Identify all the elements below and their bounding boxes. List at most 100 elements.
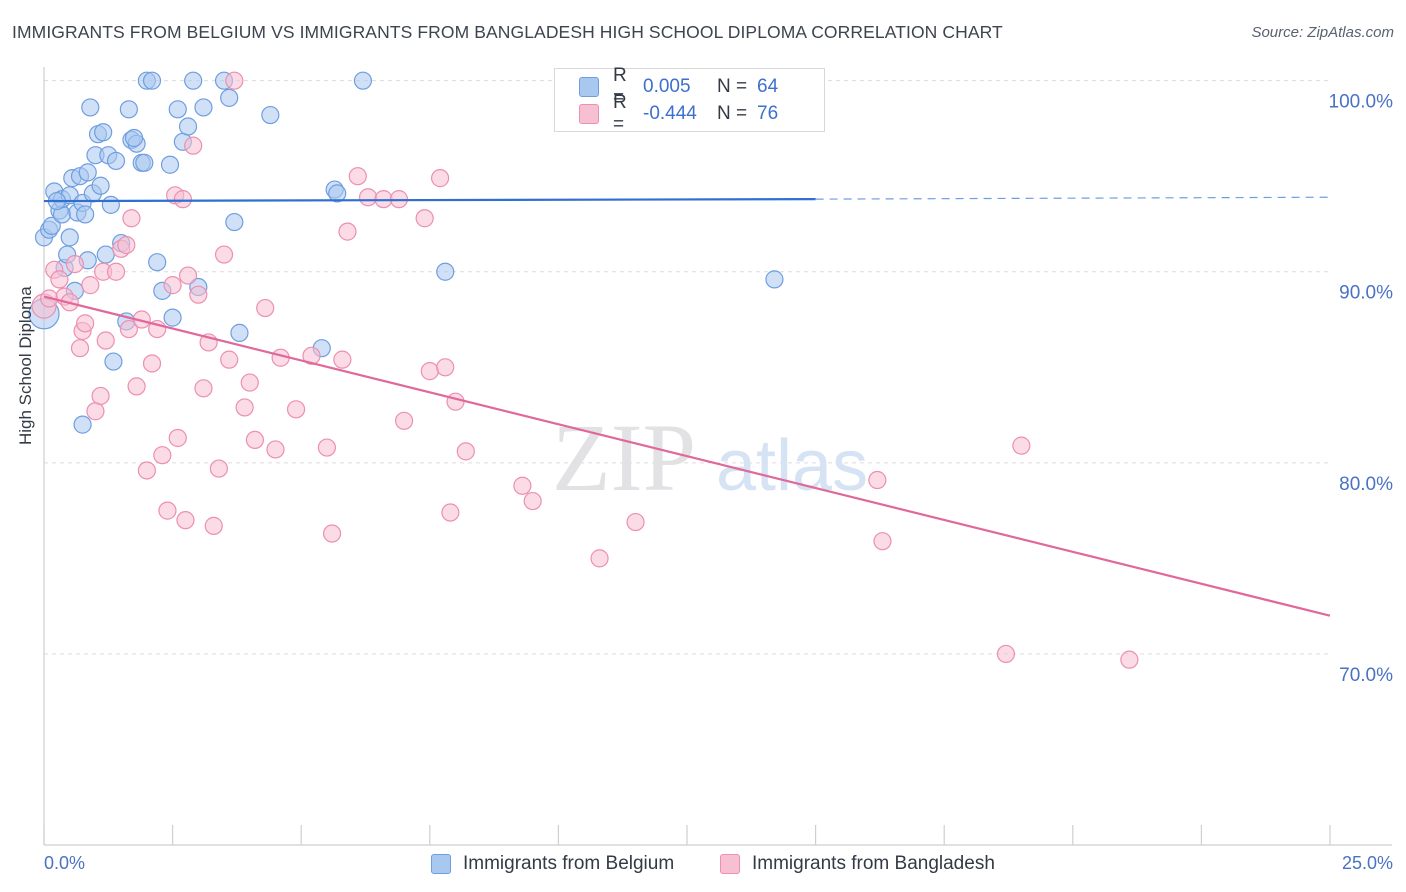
- belgium-trend-line: [43, 198, 816, 203]
- belgium-trend-extension: [815, 196, 1331, 200]
- bangladesh-point: [96, 331, 115, 350]
- belgium-point: [765, 270, 784, 289]
- belgium-point: [353, 71, 373, 90]
- belgium-point: [73, 415, 92, 434]
- bangladesh-point: [70, 339, 90, 358]
- bangladesh-point: [163, 276, 182, 295]
- belgium-point: [101, 195, 120, 214]
- legend-row-bangladesh: R = -0.444 N = 76: [579, 92, 779, 135]
- belgium-point: [225, 212, 244, 232]
- r-value: 0.005: [643, 76, 691, 97]
- bangladesh-point: [513, 476, 532, 495]
- belgium-point: [194, 98, 213, 117]
- belgium-point: [106, 151, 126, 171]
- bangladesh-point: [266, 440, 285, 459]
- belgium-point: [184, 71, 203, 90]
- y-tick-labels: 100.0% 90.0% 80.0% 70.0%: [1329, 92, 1394, 686]
- bangladesh-point: [436, 358, 455, 377]
- bangladesh-point: [415, 209, 434, 228]
- bangladesh-point: [456, 442, 475, 461]
- legend-row-belgium: R = 0.005 N = 64: [579, 65, 779, 108]
- belgium-point: [163, 308, 182, 327]
- bangladesh-point: [178, 266, 198, 285]
- bangladesh-swatch: [720, 854, 740, 874]
- bangladesh-point: [348, 167, 367, 186]
- belgium-point: [142, 71, 162, 90]
- stats-legend: R = 0.005 N = 64 R = -0.444 N = 76: [554, 65, 825, 135]
- belgium-swatch: [431, 854, 451, 874]
- bangladesh-point: [76, 314, 95, 333]
- bangladesh-point: [868, 470, 887, 490]
- belgium-points: [28, 71, 784, 434]
- bangladesh-point: [1120, 650, 1139, 669]
- bangladesh-point: [626, 512, 645, 532]
- belgium-point: [42, 216, 61, 235]
- bangladesh-point: [338, 222, 357, 241]
- bangladesh-point: [430, 169, 450, 188]
- belgium-point: [81, 98, 100, 117]
- belgium-point: [168, 100, 187, 119]
- legend-item-belgium[interactable]: Immigrants from Belgium: [431, 852, 674, 876]
- belgium-point: [261, 105, 280, 125]
- belgium-point: [328, 184, 347, 203]
- x-tick-labels: 0.0% 25.0%: [44, 853, 1393, 873]
- y-tick-label: 80.0%: [1339, 474, 1393, 495]
- legend-item-bangladesh[interactable]: Immigrants from Bangladesh: [720, 852, 995, 876]
- n-value: 76: [757, 103, 779, 124]
- bangladesh-point: [256, 298, 275, 318]
- bangladesh-point: [240, 373, 259, 392]
- belgium-point: [148, 253, 167, 272]
- belgium-point: [96, 245, 115, 264]
- bangladesh-point: [302, 346, 321, 365]
- y-tick-label: 70.0%: [1339, 665, 1393, 686]
- y-tick-label: 100.0%: [1329, 92, 1394, 113]
- bangladesh-point: [65, 255, 84, 274]
- bangladesh-point: [117, 235, 136, 255]
- bangladesh-point: [91, 386, 110, 406]
- bangladesh-point: [119, 319, 138, 339]
- n-value: 64: [757, 76, 779, 97]
- bangladesh-point: [394, 411, 414, 430]
- bangladesh-point: [81, 276, 100, 295]
- bangladesh-point: [220, 350, 239, 369]
- chart-title: IMMIGRANTS FROM BELGIUM VS IMMIGRANTS FR…: [12, 22, 1003, 42]
- bangladesh-point: [214, 245, 234, 264]
- belgium-point: [124, 128, 144, 148]
- watermark-atlas: atlas: [716, 426, 868, 506]
- trend-lines: [43, 196, 1331, 617]
- bangladesh-point: [441, 503, 460, 522]
- bangladesh-point: [204, 516, 223, 535]
- bangladesh-point: [86, 402, 105, 421]
- belgium-point: [104, 352, 123, 371]
- bangladesh-point: [158, 501, 177, 520]
- bangladesh-point: [245, 430, 265, 450]
- bangladesh-point: [122, 209, 141, 228]
- x-tick-label: 0.0%: [44, 853, 85, 873]
- bangladesh-point: [189, 285, 208, 304]
- n-label: N =: [717, 103, 748, 124]
- bangladesh-point: [358, 188, 378, 207]
- belgium-point: [160, 155, 180, 174]
- belgium-swatch: [579, 77, 599, 97]
- belgium-point: [220, 88, 239, 107]
- bangladesh-point: [106, 262, 126, 281]
- belgium-point: [78, 163, 97, 182]
- watermark-zip: ZIP: [552, 404, 696, 511]
- bangladesh-point: [996, 644, 1016, 664]
- r-value: -0.444: [643, 103, 697, 124]
- belgium-point: [230, 323, 249, 342]
- bangladesh-swatch: [579, 104, 599, 124]
- legend-label-bangladesh: Immigrants from Bangladesh: [752, 853, 995, 874]
- bangladesh-point: [235, 398, 254, 417]
- r-label: R =: [613, 92, 627, 135]
- bangladesh-point: [184, 136, 203, 155]
- belgium-point: [436, 262, 455, 281]
- bangladesh-point: [176, 511, 195, 530]
- bangladesh-point: [286, 400, 306, 419]
- belgium-point: [94, 123, 113, 142]
- bangladesh-point: [317, 438, 337, 457]
- axes: [43, 67, 1392, 846]
- belgium-point: [91, 176, 110, 195]
- n-label: N =: [717, 76, 748, 97]
